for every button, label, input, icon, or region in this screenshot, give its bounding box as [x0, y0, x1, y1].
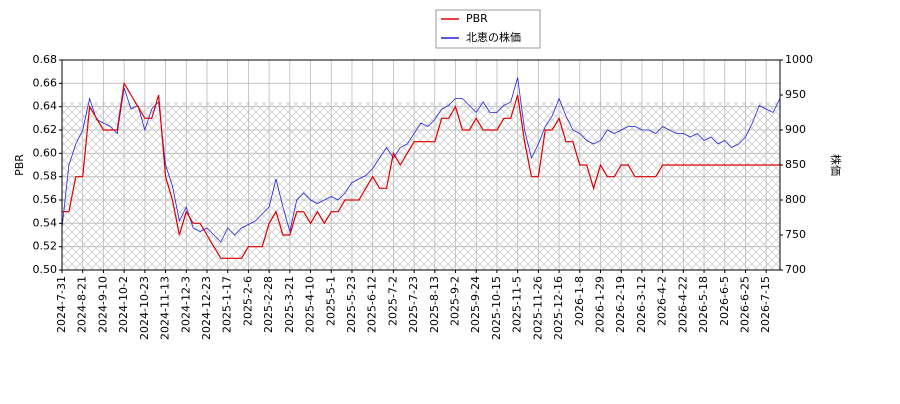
x-tick-label: 2024-10-2 — [117, 276, 130, 333]
x-tick-label: 2025-2-6 — [241, 276, 254, 326]
x-tick-label: 2026-1-8 — [573, 276, 586, 326]
x-tick-label: 2024-10-23 — [138, 276, 151, 340]
x-tick-label: 2024-12-3 — [179, 276, 192, 333]
x-tick-label: 2026-4-2 — [656, 276, 669, 326]
y2-tick-label: 850 — [785, 158, 806, 171]
legend: PBR 北恵の株価 — [435, 9, 541, 49]
x-tick-label: 2024-9-10 — [96, 276, 109, 333]
x-tick-label: 2026-5-18 — [697, 276, 710, 333]
hatch — [62, 102, 780, 270]
x-tick-label: 2025-4-10 — [304, 276, 317, 333]
y2-axis-label: 株価 — [829, 154, 843, 176]
y-tick-label: 0.68 — [33, 53, 58, 66]
x-tick-label: 2024-7-31 — [55, 276, 68, 333]
x-tick-label: 2025-9-2 — [449, 276, 462, 326]
y-tick-label: 0.64 — [33, 100, 58, 113]
x-tick-label: 2025-6-12 — [366, 276, 379, 333]
x-tick-label: 2025-11-26 — [531, 276, 544, 340]
y-tick-label: 0.56 — [33, 193, 58, 206]
x-tick-label: 2025-11-5 — [511, 276, 524, 333]
y-axis-label: PBR — [13, 154, 26, 176]
y-tick-label: 0.62 — [33, 123, 58, 136]
series-line — [62, 81, 780, 259]
x-tick-label: 2025-3-21 — [283, 276, 296, 333]
x-tick-label: 2025-10-15 — [490, 276, 503, 340]
x-tick-label: 2024-11-13 — [159, 276, 172, 340]
x-tick-label: 2026-2-19 — [614, 276, 627, 333]
series-line — [61, 77, 781, 243]
x-tick-label: 2025-2-28 — [262, 276, 275, 333]
y2-tick-label: 900 — [785, 123, 806, 136]
legend-label: PBR — [466, 12, 488, 25]
y-tick-label: 0.58 — [33, 170, 58, 183]
y2-tick-label: 750 — [785, 228, 806, 241]
y-tick-label: 0.52 — [33, 240, 58, 253]
x-tick-label: 2025-7-2 — [386, 276, 399, 326]
y2-tick-label: 950 — [785, 88, 806, 101]
x-tick-label: 2026-3-12 — [635, 276, 648, 333]
x-tick-label: 2026-6-25 — [738, 276, 751, 333]
x-tick-label: 2026-1-29 — [594, 276, 607, 333]
x-tick-label: 2025-12-16 — [552, 276, 565, 340]
legend-label: 北恵の株価 — [466, 30, 521, 44]
y2-tick-label: 1000 — [785, 53, 813, 66]
y2-tick-label: 700 — [785, 263, 806, 276]
x-tick-label: 2025-8-13 — [428, 276, 441, 333]
legend-box — [435, 9, 541, 49]
x-tick-label: 2025-7-23 — [407, 276, 420, 333]
x-tick-label: 2025-1-17 — [221, 276, 234, 333]
y-tick-label: 0.54 — [33, 216, 58, 229]
x-tick-label: 2025-5-1 — [324, 276, 337, 326]
y-tick-label: 0.66 — [33, 76, 58, 89]
x-tick-label: 2026-4-22 — [676, 276, 689, 333]
x-tick-label: 2024-8-21 — [76, 276, 89, 333]
y2-tick-label: 800 — [785, 193, 806, 206]
x-tick-label: 2025-5-23 — [345, 276, 358, 333]
y-tick-label: 0.50 — [33, 263, 58, 276]
x-tick-label: 2026-7-15 — [759, 276, 772, 333]
x-tick-label: 2024-12-23 — [200, 276, 213, 340]
x-tick-label: 2026-6-5 — [718, 276, 731, 326]
y-tick-label: 0.60 — [33, 146, 58, 159]
x-tick-label: 2025-9-24 — [469, 276, 482, 333]
